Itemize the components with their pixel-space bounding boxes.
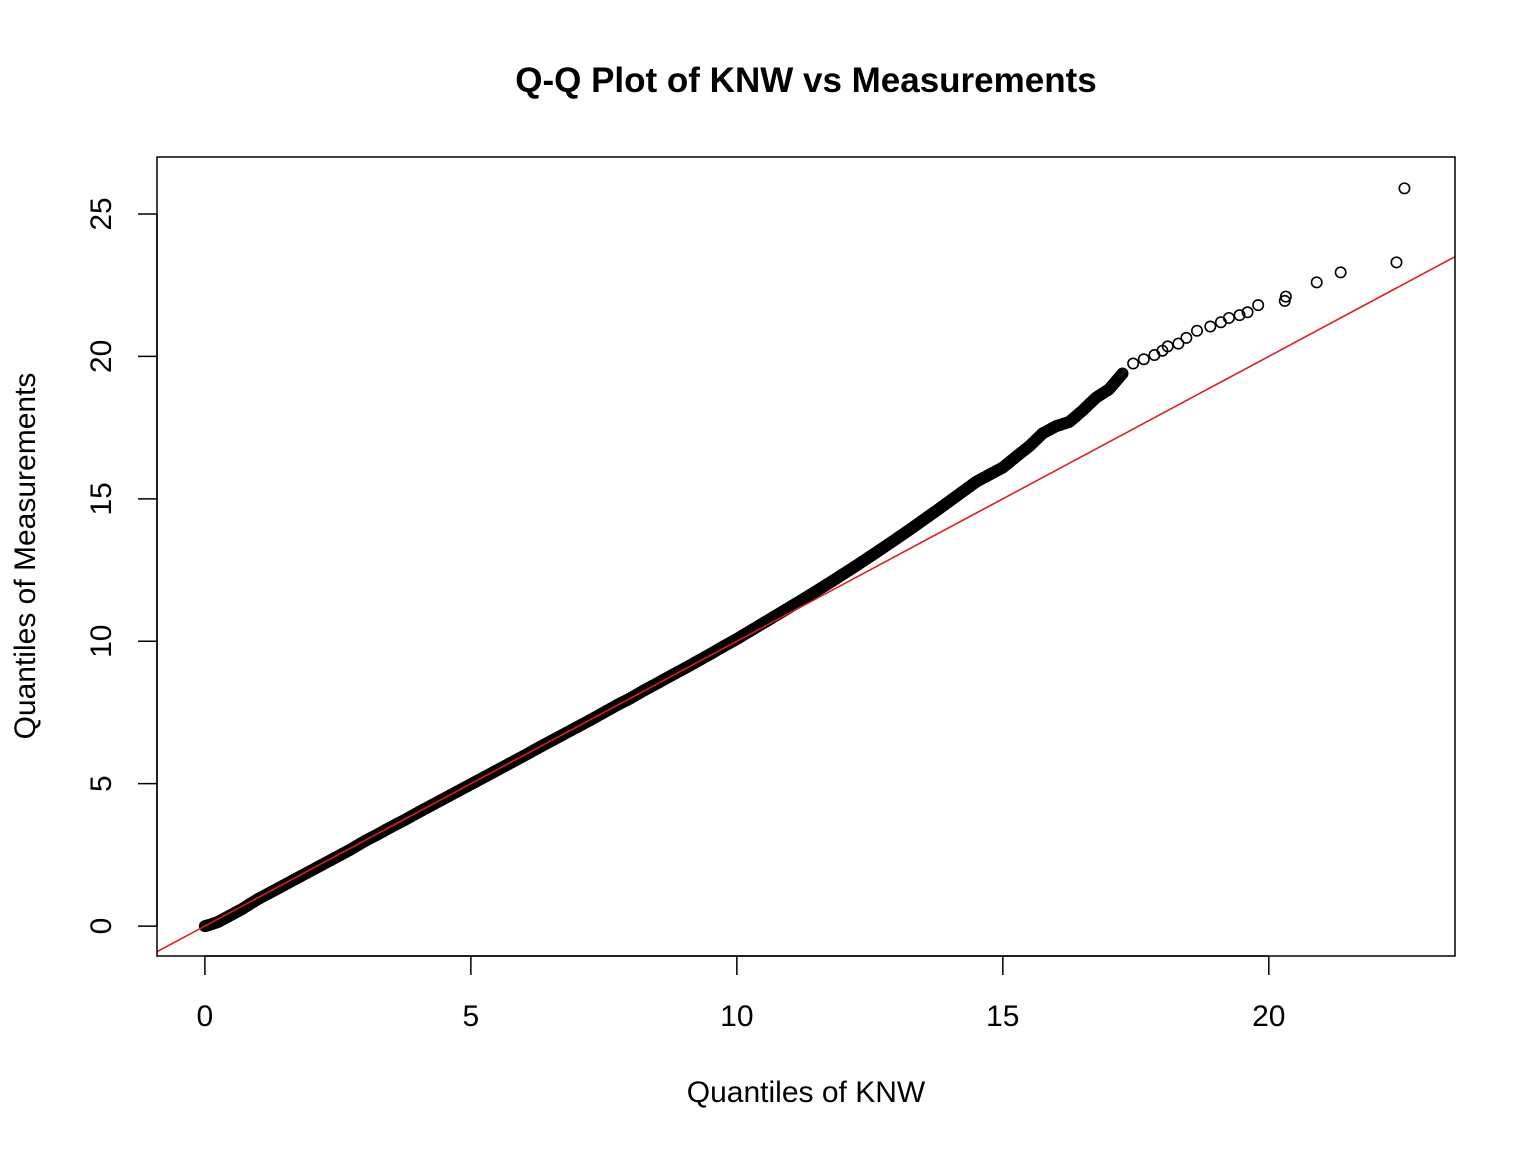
data-point	[1310, 276, 1323, 289]
reference-line-layer	[156, 255, 1456, 953]
y-tick-label: 10	[85, 625, 118, 658]
data-point	[1191, 324, 1204, 337]
data-point	[1233, 309, 1246, 322]
data-point	[1390, 256, 1403, 269]
data-point	[1222, 311, 1235, 324]
data-point	[1113, 371, 1126, 384]
x-tick-label: 0	[197, 1000, 214, 1033]
data-point	[1252, 299, 1265, 312]
data-point	[1115, 368, 1128, 381]
x-tick-label: 15	[986, 1000, 1019, 1033]
reference-line	[156, 255, 1456, 953]
x-tick-label: 5	[463, 1000, 480, 1033]
y-tick-label: 15	[85, 482, 118, 515]
data-point	[1114, 370, 1127, 383]
y-tick-label: 5	[85, 775, 118, 792]
x-axis: 0 5 10 15 20	[197, 955, 1285, 1033]
x-tick-label: 20	[1252, 1000, 1285, 1033]
data-point	[1279, 290, 1292, 303]
data-point	[1180, 331, 1193, 344]
chart-title: Q-Q Plot of KNW vs Measurements	[515, 61, 1096, 100]
data-point	[1137, 353, 1150, 366]
data-point	[1161, 340, 1174, 353]
data-point	[1204, 320, 1217, 333]
data-point	[1241, 306, 1254, 319]
data-point	[1127, 357, 1140, 370]
y-tick-label: 20	[85, 340, 118, 373]
y-tick-label: 0	[85, 918, 118, 935]
x-tick-label: 10	[720, 1000, 753, 1033]
y-tick-label: 25	[85, 197, 118, 230]
x-axis-title: Quantiles of KNW	[687, 1076, 926, 1109]
data-point	[1172, 337, 1185, 350]
data-point	[1334, 266, 1347, 279]
data-point	[1398, 182, 1411, 195]
y-axis-title: Quantiles of Measurements	[9, 373, 42, 740]
data-point	[1116, 367, 1129, 380]
y-axis: 0 5 10 15 20 25	[85, 197, 158, 935]
